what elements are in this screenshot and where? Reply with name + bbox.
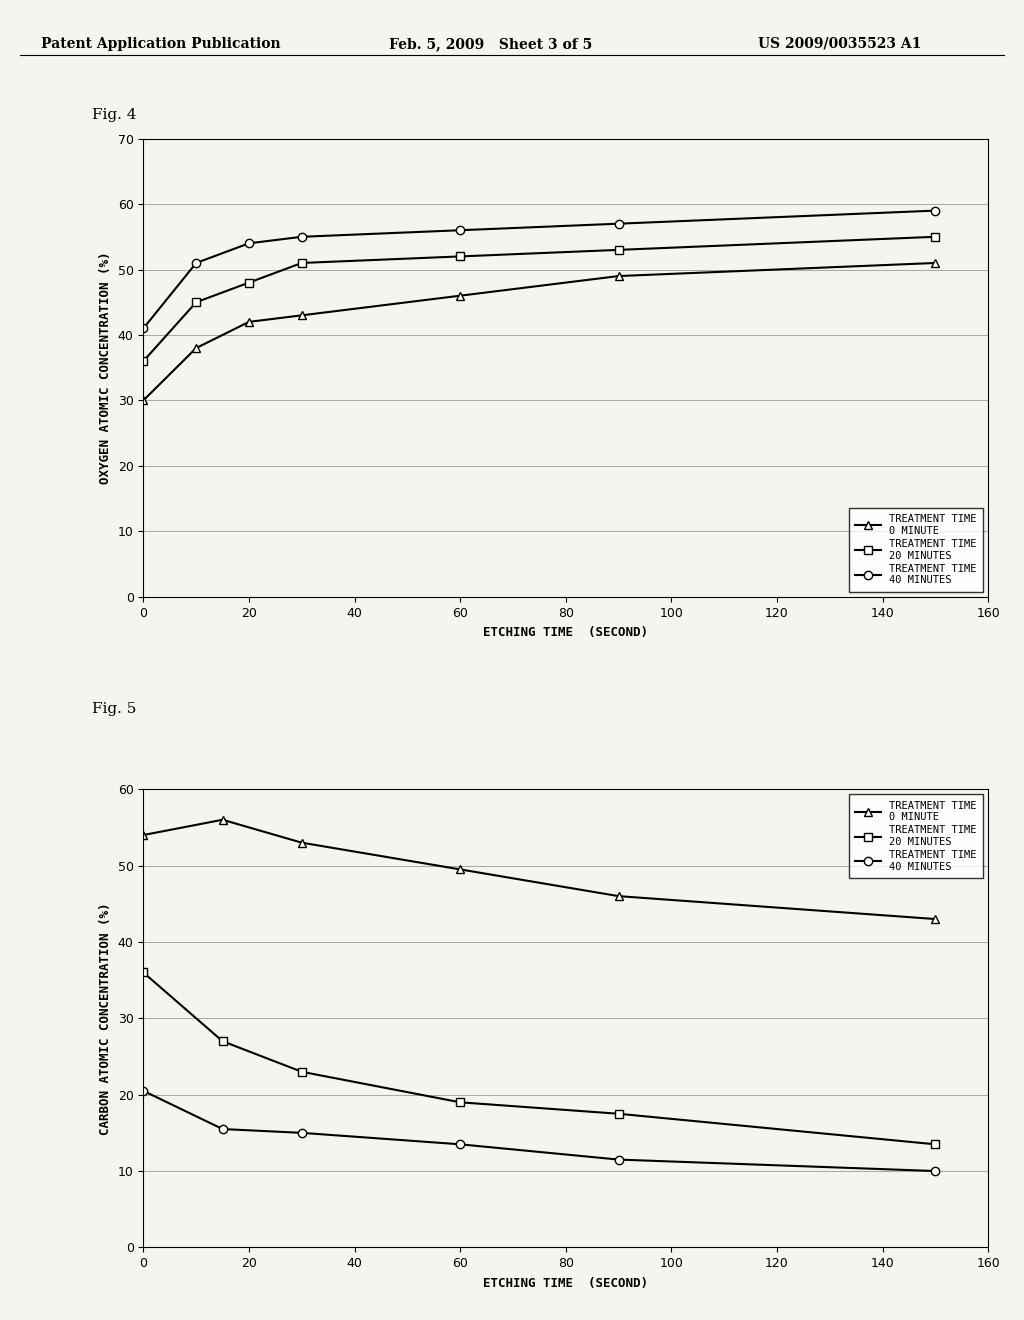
TREATMENT TIME
20 MINUTES [296,255,308,271]
TREATMENT TIME
40 MINUTES [612,215,625,231]
TREATMENT TIME
0 MINUTE [137,828,150,843]
TREATMENT TIME
20 MINUTES [216,1034,228,1049]
Text: Patent Application Publication: Patent Application Publication [41,37,281,51]
Line: TREATMENT TIME
40 MINUTES: TREATMENT TIME 40 MINUTES [139,206,940,333]
TREATMENT TIME
0 MINUTE [296,308,308,323]
TREATMENT TIME
0 MINUTE [190,341,203,356]
TREATMENT TIME
20 MINUTES [190,294,203,310]
Text: Fig. 5: Fig. 5 [92,702,136,717]
TREATMENT TIME
0 MINUTE [216,812,228,828]
Text: US 2009/0035523 A1: US 2009/0035523 A1 [758,37,922,51]
TREATMENT TIME
0 MINUTE [243,314,255,330]
TREATMENT TIME
20 MINUTES [296,1064,308,1080]
Line: TREATMENT TIME
0 MINUTE: TREATMENT TIME 0 MINUTE [139,816,940,923]
TREATMENT TIME
0 MINUTE [454,862,466,878]
TREATMENT TIME
0 MINUTE [929,911,941,927]
TREATMENT TIME
40 MINUTES [190,255,203,271]
Line: TREATMENT TIME
20 MINUTES: TREATMENT TIME 20 MINUTES [139,232,940,366]
TREATMENT TIME
20 MINUTES [929,1137,941,1152]
TREATMENT TIME
40 MINUTES [243,235,255,251]
TREATMENT TIME
40 MINUTES [216,1121,228,1137]
TREATMENT TIME
0 MINUTE [137,392,150,408]
TREATMENT TIME
40 MINUTES [296,228,308,244]
TREATMENT TIME
20 MINUTES [929,228,941,244]
TREATMENT TIME
0 MINUTE [612,888,625,904]
TREATMENT TIME
0 MINUTE [296,834,308,850]
Legend: TREATMENT TIME
0 MINUTE, TREATMENT TIME
20 MINUTES, TREATMENT TIME
40 MINUTES: TREATMENT TIME 0 MINUTE, TREATMENT TIME … [849,508,983,591]
X-axis label: ETCHING TIME  (SECOND): ETCHING TIME (SECOND) [483,627,648,639]
TREATMENT TIME
40 MINUTES [137,321,150,337]
TREATMENT TIME
0 MINUTE [929,255,941,271]
Y-axis label: OXYGEN ATOMIC CONCENTRATION (%): OXYGEN ATOMIC CONCENTRATION (%) [99,251,112,484]
TREATMENT TIME
40 MINUTES [612,1151,625,1167]
Line: TREATMENT TIME
0 MINUTE: TREATMENT TIME 0 MINUTE [139,259,940,405]
TREATMENT TIME
40 MINUTES [296,1125,308,1140]
TREATMENT TIME
40 MINUTES [929,203,941,219]
TREATMENT TIME
20 MINUTES [243,275,255,290]
TREATMENT TIME
40 MINUTES [454,1137,466,1152]
Text: Feb. 5, 2009   Sheet 3 of 5: Feb. 5, 2009 Sheet 3 of 5 [389,37,592,51]
TREATMENT TIME
20 MINUTES [612,1106,625,1122]
TREATMENT TIME
0 MINUTE [612,268,625,284]
Line: TREATMENT TIME
20 MINUTES: TREATMENT TIME 20 MINUTES [139,969,940,1148]
TREATMENT TIME
40 MINUTES [454,222,466,238]
Text: Fig. 4: Fig. 4 [92,108,136,123]
TREATMENT TIME
20 MINUTES [612,242,625,257]
TREATMENT TIME
20 MINUTES [454,1094,466,1110]
TREATMENT TIME
40 MINUTES [137,1082,150,1098]
Y-axis label: CARBON ATOMIC CONCENTRATION (%): CARBON ATOMIC CONCENTRATION (%) [99,902,112,1135]
X-axis label: ETCHING TIME  (SECOND): ETCHING TIME (SECOND) [483,1276,648,1290]
TREATMENT TIME
20 MINUTES [137,965,150,981]
Line: TREATMENT TIME
40 MINUTES: TREATMENT TIME 40 MINUTES [139,1086,940,1175]
TREATMENT TIME
20 MINUTES [137,354,150,370]
TREATMENT TIME
0 MINUTE [454,288,466,304]
TREATMENT TIME
40 MINUTES [929,1163,941,1179]
Legend: TREATMENT TIME
0 MINUTE, TREATMENT TIME
20 MINUTES, TREATMENT TIME
40 MINUTES: TREATMENT TIME 0 MINUTE, TREATMENT TIME … [849,795,983,878]
TREATMENT TIME
20 MINUTES [454,248,466,264]
